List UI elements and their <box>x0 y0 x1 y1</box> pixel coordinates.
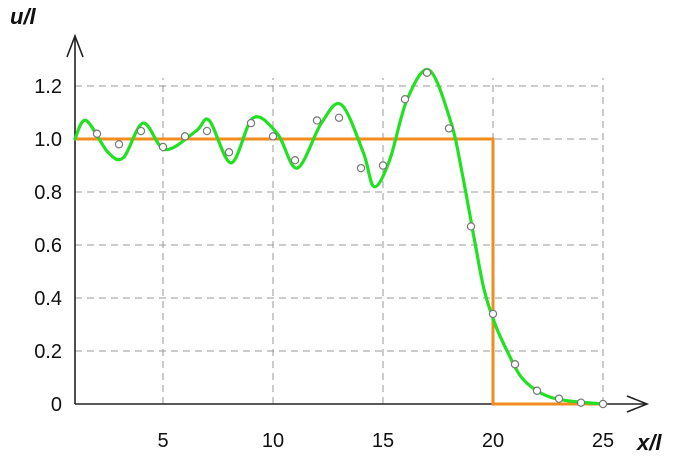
data-point-3 <box>136 126 146 136</box>
grid <box>75 78 604 405</box>
data-point-10 <box>290 155 300 165</box>
data-point-22 <box>554 394 564 403</box>
smooth-curve <box>73 68 605 406</box>
axes <box>66 33 650 413</box>
x-tick-label-20: 20 <box>482 430 504 452</box>
x-tick-label-15: 15 <box>372 430 394 452</box>
data-point-2 <box>114 140 124 149</box>
data-point-8 <box>246 118 256 128</box>
y-tick-label-1_2: 1.2 <box>34 76 62 98</box>
y-tick-label-0_6: 0.6 <box>34 235 62 257</box>
data-point-17 <box>444 124 454 133</box>
data-point-13 <box>356 163 366 173</box>
data-point-9 <box>268 132 278 141</box>
data-point-20 <box>510 360 520 369</box>
data-point-18 <box>466 222 476 231</box>
x-axis-arrow <box>626 395 650 413</box>
data-point-1 <box>92 129 102 138</box>
data-point-24 <box>598 399 608 409</box>
x-tick-label-25: 25 <box>592 430 614 452</box>
labels: u/l x/l 5 10 15 20 25 0 0.2 0.4 0.6 0.8 1.0 1.2 <box>10 4 662 455</box>
y-tick-label-0_2: 0.2 <box>34 341 62 363</box>
data-point-15 <box>400 95 410 104</box>
data-point-16 <box>422 68 432 77</box>
step-line <box>75 137 603 406</box>
y-tick-label-0: 0 <box>51 394 62 416</box>
data-point-19 <box>488 309 498 319</box>
x-tick-label-10: 10 <box>262 430 284 452</box>
x-tick-label-5: 5 <box>157 430 168 452</box>
y-axis-label: u/l <box>10 4 37 29</box>
data-point-6 <box>202 126 212 136</box>
y-tick-label-0_4: 0.4 <box>34 288 62 310</box>
y-tick-label-0_8: 0.8 <box>34 182 62 204</box>
series-layer <box>73 68 608 409</box>
data-point-14 <box>378 161 388 170</box>
data-point-11 <box>312 116 322 125</box>
data-point-5 <box>180 132 190 141</box>
y-axis-arrow <box>66 33 84 58</box>
data-point-23 <box>576 398 586 407</box>
data-point-7 <box>224 148 234 157</box>
data-point-4 <box>158 142 168 152</box>
x-axis-label: x/l <box>636 430 662 455</box>
data-point-21 <box>532 386 542 395</box>
data-point-12 <box>334 113 344 123</box>
y-tick-label-1: 1.0 <box>34 129 62 151</box>
